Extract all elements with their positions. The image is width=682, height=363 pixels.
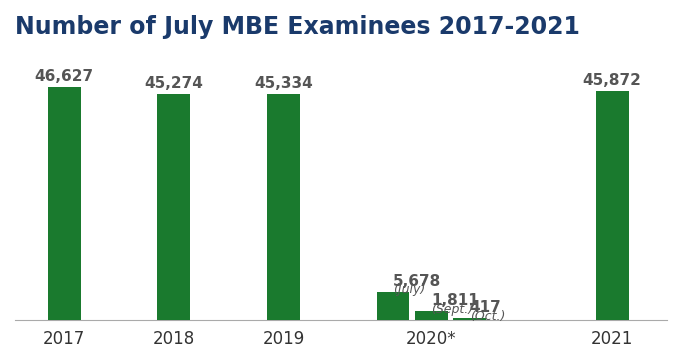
- Text: (July): (July): [393, 284, 426, 297]
- Bar: [596, 91, 629, 320]
- Text: Number of July MBE Examinees 2017-2021: Number of July MBE Examinees 2017-2021: [15, 15, 580, 39]
- Bar: [48, 87, 80, 320]
- Text: 45,872: 45,872: [583, 73, 642, 88]
- Text: 5,678: 5,678: [393, 274, 441, 289]
- Text: 1,811: 1,811: [432, 293, 479, 308]
- Bar: [415, 311, 448, 320]
- Text: (Sept.): (Sept.): [432, 303, 473, 316]
- Text: 46,627: 46,627: [35, 69, 94, 85]
- Text: (Oct.): (Oct.): [470, 310, 505, 323]
- Bar: [267, 94, 300, 320]
- Bar: [454, 318, 486, 320]
- Bar: [158, 94, 190, 320]
- Bar: [376, 292, 409, 320]
- Text: 417: 417: [470, 300, 501, 315]
- Text: 45,274: 45,274: [145, 76, 203, 91]
- Text: 45,334: 45,334: [254, 76, 313, 91]
